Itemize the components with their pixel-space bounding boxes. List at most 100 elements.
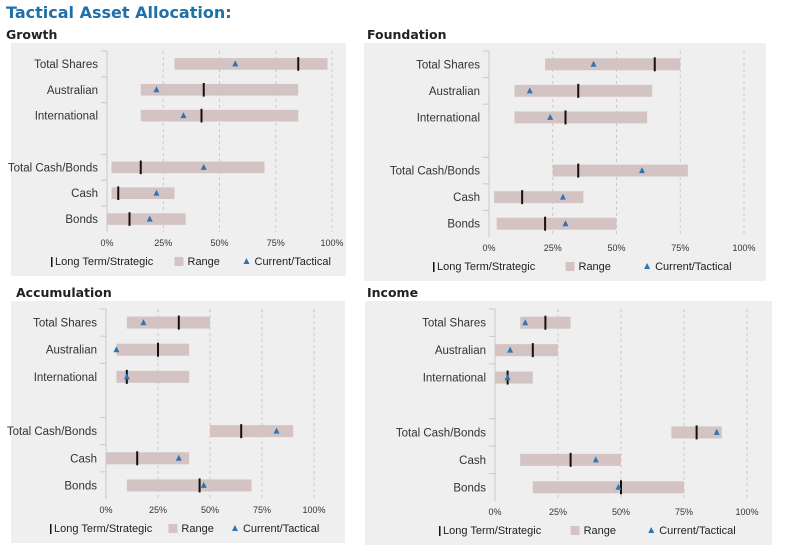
strategic-marker xyxy=(117,186,120,201)
range-bar xyxy=(532,481,684,494)
category-label: Total Shares xyxy=(34,59,98,71)
range-bar xyxy=(174,58,328,70)
strategic-marker xyxy=(297,57,300,71)
legend-strategic-marker xyxy=(50,524,52,534)
tactical-marker xyxy=(113,346,120,353)
legend-tactical-marker xyxy=(243,258,250,264)
tactical-marker xyxy=(562,220,569,227)
category-label: Total Cash/Bonds xyxy=(396,427,486,439)
range-bar xyxy=(494,191,584,204)
category-label: Total Shares xyxy=(416,59,480,71)
legend-strategic-label: Long Term/Strategic xyxy=(55,256,154,268)
strategic-marker xyxy=(139,160,142,175)
range-bar xyxy=(514,111,648,124)
tactical-marker xyxy=(592,456,599,463)
range-bar xyxy=(495,344,558,357)
foundation-chart: 0% 25% 50% 75% 100% Total Shares Australian Int… xyxy=(390,50,756,273)
x-tick-label: 50% xyxy=(607,243,625,253)
x-tick-label: 25% xyxy=(544,243,562,253)
range-bar xyxy=(496,217,617,230)
tactical-marker xyxy=(590,60,597,67)
x-tick-label: 0% xyxy=(488,507,501,517)
legend-range-label: Range xyxy=(188,256,220,268)
category-label: International xyxy=(34,372,97,384)
legend-tactical-label: Current/Tactical xyxy=(659,525,735,537)
category-label: Bonds xyxy=(65,214,98,226)
category-label: Total Cash/Bonds xyxy=(390,166,480,178)
tactical-marker xyxy=(713,428,720,435)
tactical-marker xyxy=(522,319,529,326)
strategic-marker xyxy=(653,57,656,72)
legend-tactical-label: Current/Tactical xyxy=(243,523,319,535)
legend-tactical-marker xyxy=(648,527,655,533)
strategic-marker xyxy=(128,212,131,226)
range-bar xyxy=(107,213,186,225)
tactical-marker xyxy=(123,373,130,380)
x-tick-label: 100% xyxy=(735,507,758,517)
legend-range-label: Range xyxy=(584,525,616,537)
strategic-marker xyxy=(521,190,524,205)
page-title: Tactical Asset Allocation: xyxy=(6,3,232,22)
strategic-marker xyxy=(577,83,580,98)
category-label: Total Shares xyxy=(422,318,486,330)
tactical-marker xyxy=(615,483,622,490)
x-tick-label: 25% xyxy=(549,507,567,517)
income-chart-panel: 0% 25% 50% 75% 100% Total Shares Australian Int… xyxy=(365,301,772,545)
range-bar xyxy=(545,58,681,71)
growth-chart: 0% 25% 50% 75% 100% Total Shares Australian Int… xyxy=(8,50,344,268)
category-label: Australian xyxy=(435,345,486,357)
x-tick-label: 75% xyxy=(675,507,693,517)
range-bar xyxy=(106,452,190,465)
category-label: International xyxy=(417,112,480,124)
strategic-marker xyxy=(198,478,201,493)
x-tick-label: 50% xyxy=(612,507,630,517)
category-label: Cash xyxy=(453,192,480,204)
range-bar xyxy=(140,109,299,122)
tactical-marker xyxy=(526,87,533,94)
legend-strategic-label: Long Term/Strategic xyxy=(437,261,536,273)
tactical-marker xyxy=(504,374,511,381)
tactical-marker xyxy=(559,193,566,200)
income-panel-title: Income xyxy=(367,285,419,300)
legend-range-label: Range xyxy=(579,261,611,273)
category-label: International xyxy=(35,111,98,123)
range-bar xyxy=(552,164,688,177)
x-tick-label: 75% xyxy=(267,238,285,248)
tactical-marker xyxy=(146,215,153,222)
range-bar xyxy=(495,371,533,384)
foundation-chart-panel: 0% 25% 50% 75% 100% Total Shares Australian Int… xyxy=(364,43,766,281)
strategic-marker xyxy=(544,315,547,330)
tactical-marker xyxy=(232,60,239,67)
tactical-marker xyxy=(639,167,645,174)
category-label: Total Shares xyxy=(33,318,97,330)
strategic-marker xyxy=(136,451,139,466)
category-label: International xyxy=(423,373,486,385)
tactical-marker xyxy=(273,427,280,434)
x-tick-label: 0% xyxy=(99,505,112,515)
category-label: Australian xyxy=(46,345,97,357)
x-tick-label: 50% xyxy=(210,238,228,248)
legend-tactical-marker xyxy=(231,525,238,531)
range-bar xyxy=(126,316,210,329)
legend-strategic-marker xyxy=(51,257,53,267)
category-label: Australian xyxy=(429,86,480,98)
legend-range-swatch xyxy=(565,262,575,271)
range-bar xyxy=(514,84,653,97)
range-bar xyxy=(140,83,299,96)
category-label: Total Cash/Bonds xyxy=(7,426,97,438)
accumulation-panel-title: Accumulation xyxy=(16,285,112,300)
range-bar xyxy=(116,370,190,383)
legend-tactical-marker xyxy=(644,263,651,269)
tactical-marker xyxy=(140,319,147,326)
tactical-marker xyxy=(153,86,160,93)
x-tick-label: 100% xyxy=(302,505,325,515)
legend-range-label: Range xyxy=(181,523,213,535)
legend-strategic-marker xyxy=(439,526,441,536)
accumulation-chart: 0% 25% 50% 75% 100% Total Shares Australian Int… xyxy=(7,308,326,535)
category-label: Cash xyxy=(71,188,98,200)
range-bar xyxy=(111,187,175,200)
strategic-marker xyxy=(577,163,580,178)
foundation-panel-title: Foundation xyxy=(367,27,447,42)
strategic-marker xyxy=(620,480,622,495)
legend-range-swatch xyxy=(174,257,184,266)
